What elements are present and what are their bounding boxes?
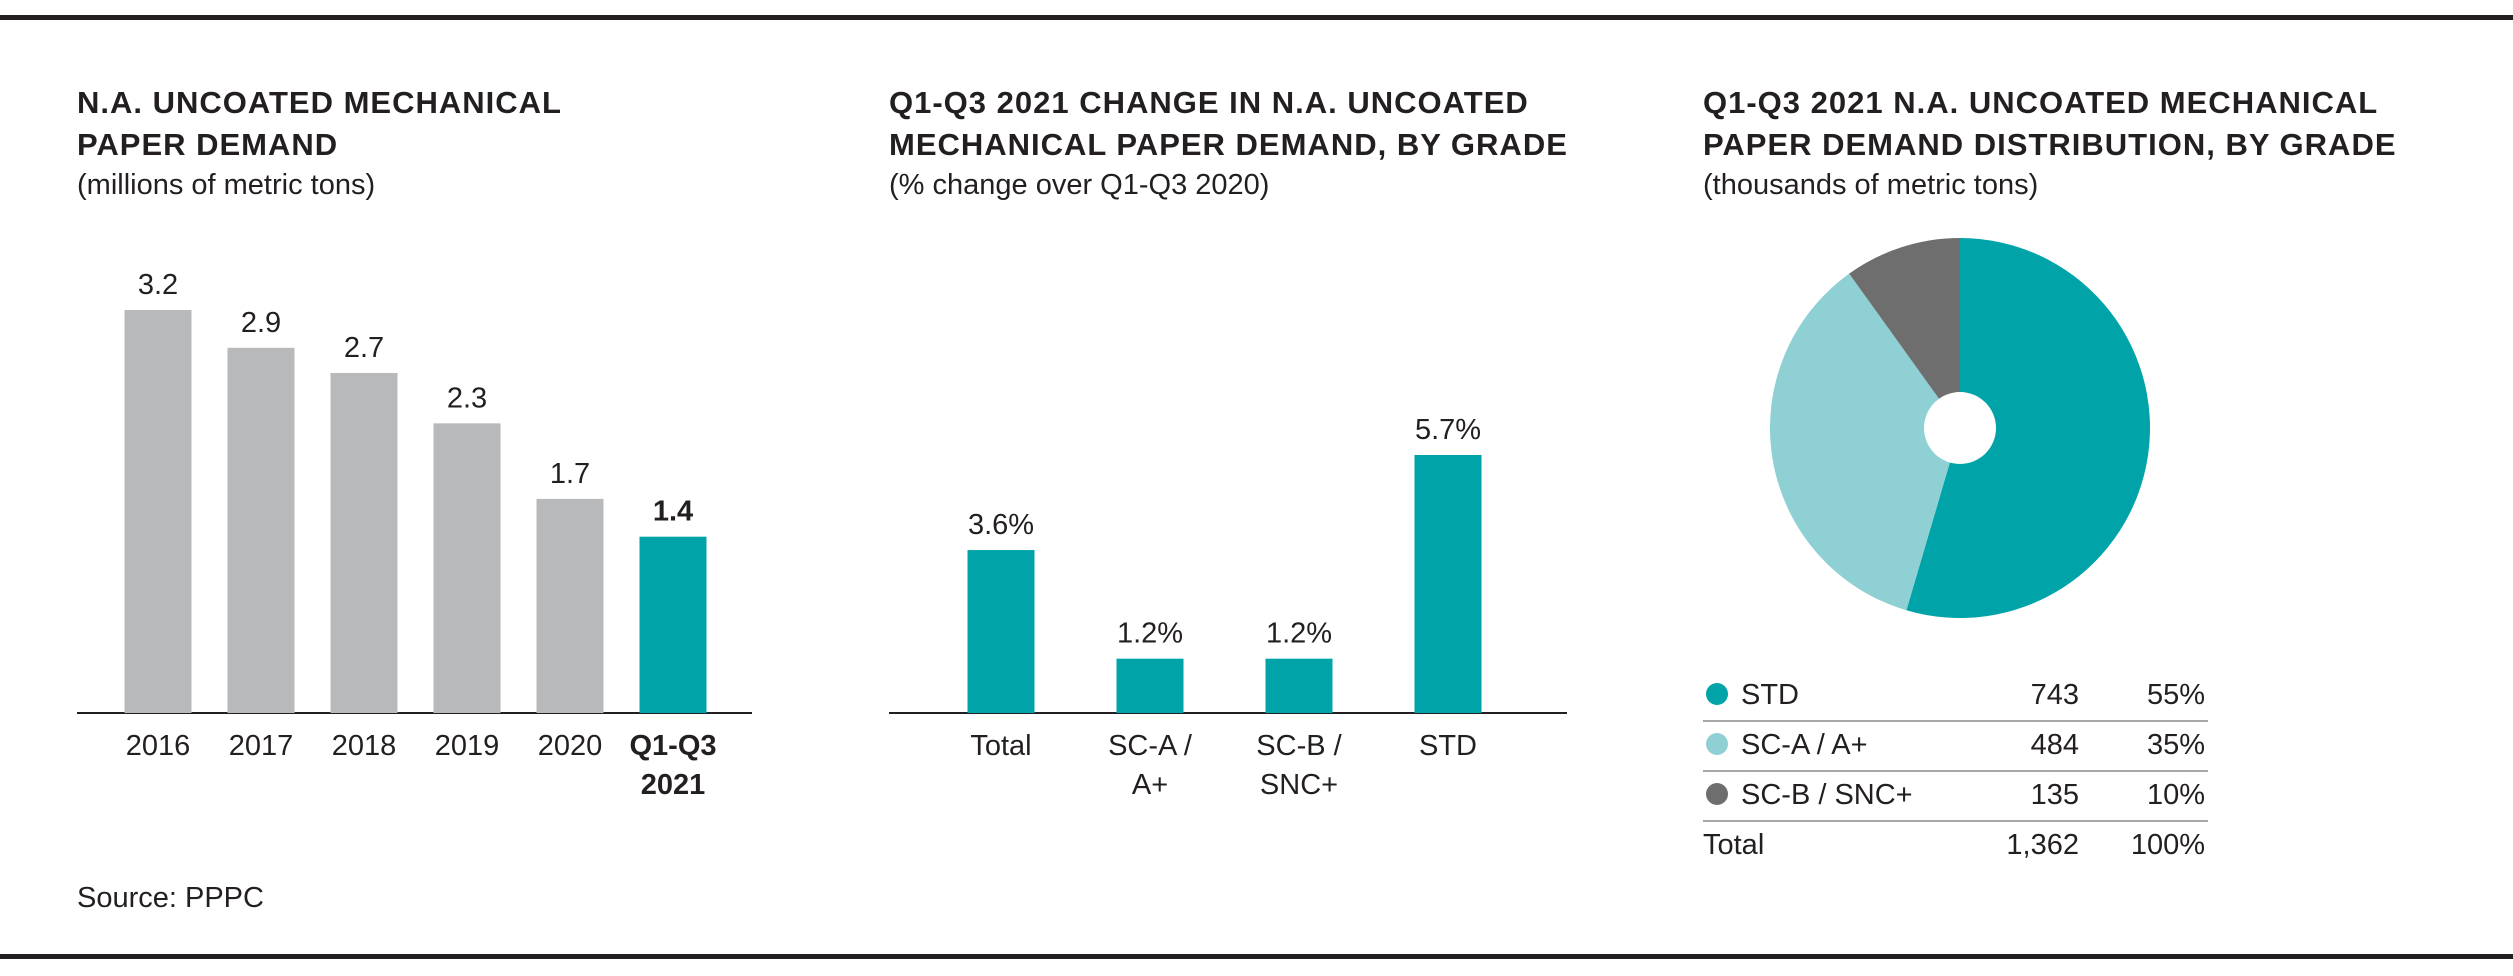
pie-slice <box>1906 238 2151 618</box>
chart1-title: N.A. UNCOATED MECHANICAL PAPER DEMAND <box>77 82 562 166</box>
chart1-bar <box>639 536 707 713</box>
legend-value: 743 <box>2031 679 2079 711</box>
chart2-value-label: 5.7% <box>1415 414 1481 446</box>
legend-total-percent: 100% <box>2131 829 2205 861</box>
legend-value: 135 <box>2031 779 2079 811</box>
legend-label: STD <box>1741 679 1799 711</box>
chart1-title-line1: N.A. UNCOATED MECHANICAL <box>77 85 562 120</box>
chart2-category-label: SC-A / <box>1108 730 1193 762</box>
chart2-category-label: A+ <box>1132 769 1168 801</box>
legend-swatch <box>1706 783 1728 805</box>
chart2-value-label: 1.2% <box>1117 618 1183 650</box>
chart2-value-label: 1.2% <box>1266 618 1332 650</box>
chart1-bar <box>433 423 501 713</box>
pie-center-hole <box>1924 392 1996 464</box>
legend-percent: 55% <box>2147 679 2205 711</box>
pie-slice <box>1770 273 1960 611</box>
chart2-title-line1: Q1-Q3 2021 CHANGE IN N.A. UNCOATED <box>889 85 1529 120</box>
legend-total-value: 1,362 <box>2006 829 2079 861</box>
legend-swatch <box>1706 733 1728 755</box>
chart2-title: Q1-Q3 2021 CHANGE IN N.A. UNCOATED MECHA… <box>889 82 1568 166</box>
chart2-bar <box>1265 658 1333 713</box>
chart1-title-line2: PAPER DEMAND <box>77 127 339 162</box>
chart2-bar <box>967 550 1035 713</box>
source-note: Source: PPPC <box>77 882 264 914</box>
chart2-category-label: STD <box>1419 730 1477 762</box>
chart1-value-label: 1.7 <box>550 458 590 490</box>
chart1-value-label: 2.7 <box>344 332 384 364</box>
chart2-bar <box>1116 658 1184 713</box>
chart1-category-label: 2020 <box>538 730 603 762</box>
top-rule <box>0 15 2513 20</box>
chart1-bar <box>330 372 398 713</box>
legend-total-label: Total <box>1703 829 1764 861</box>
legend-percent: 10% <box>2147 779 2205 811</box>
chart2-bar <box>1414 455 1482 713</box>
chart1-category-label: Q1-Q3 <box>629 730 716 762</box>
chart2-category-label: SC-B / <box>1256 730 1342 762</box>
bottom-rule <box>0 954 2513 959</box>
chart1-subtitle: (millions of metric tons) <box>77 169 376 201</box>
chart3-subtitle: (thousands of metric tons) <box>1703 169 2039 201</box>
chart1-bar <box>124 310 192 713</box>
pie-slice <box>1849 238 1960 428</box>
chart1-category-label: 2016 <box>126 730 191 762</box>
chart1-category-label: 2017 <box>229 730 294 762</box>
chart2-subtitle: (% change over Q1-Q3 2020) <box>889 169 1270 201</box>
chart1-value-label: 2.3 <box>447 382 487 414</box>
chart1-category-label: 2018 <box>332 730 397 762</box>
chart1-bar <box>536 498 604 713</box>
legend-swatch <box>1706 683 1728 705</box>
chart2-category-label: Total <box>970 730 1031 762</box>
chart1-value-label: 2.9 <box>241 307 281 339</box>
chart2-title-line2: MECHANICAL PAPER DEMAND, BY GRADE <box>889 127 1568 162</box>
chart3-title-line1: Q1-Q3 2021 N.A. UNCOATED MECHANICAL <box>1703 85 2379 120</box>
legend-label: SC-B / SNC+ <box>1741 779 1913 811</box>
chart2-category-label: SNC+ <box>1260 769 1338 801</box>
chart1-value-label: 1.4 <box>653 496 693 528</box>
chart3-title: Q1-Q3 2021 N.A. UNCOATED MECHANICAL PAPE… <box>1703 82 2397 166</box>
chart1-bar <box>227 347 295 713</box>
chart1-category-label: 2019 <box>435 730 500 762</box>
chart1-value-label: 3.2 <box>138 269 178 301</box>
chart3-title-line2: PAPER DEMAND DISTRIBUTION, BY GRADE <box>1703 127 2397 162</box>
legend-value: 484 <box>2031 729 2079 761</box>
chart1-category-label: 2021 <box>641 769 706 801</box>
legend-percent: 35% <box>2147 729 2205 761</box>
legend-label: SC-A / A+ <box>1741 729 1868 761</box>
chart2-value-label: 3.6% <box>968 509 1034 541</box>
